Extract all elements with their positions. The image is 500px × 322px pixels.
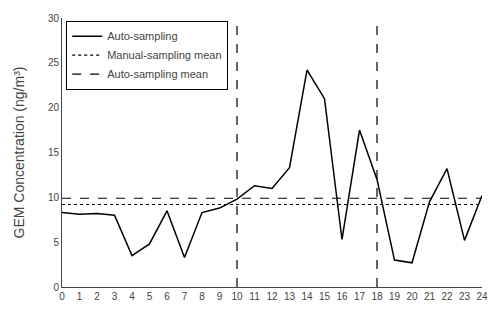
svg-text:Auto-sampling mean: Auto-sampling mean xyxy=(107,68,208,80)
svg-text:10: 10 xyxy=(48,192,60,203)
svg-text:5: 5 xyxy=(147,291,153,302)
svg-text:25: 25 xyxy=(48,57,60,68)
svg-text:9: 9 xyxy=(217,291,223,302)
svg-text:7: 7 xyxy=(182,291,188,302)
svg-text:13: 13 xyxy=(284,291,296,302)
svg-text:Manual-sampling mean: Manual-sampling mean xyxy=(107,49,221,61)
svg-text:8: 8 xyxy=(199,291,205,302)
svg-text:10: 10 xyxy=(231,291,243,302)
svg-text:0: 0 xyxy=(53,282,59,293)
svg-text:17: 17 xyxy=(354,291,366,302)
svg-text:16: 16 xyxy=(336,291,348,302)
svg-text:1: 1 xyxy=(77,291,83,302)
svg-text:21: 21 xyxy=(424,291,436,302)
svg-text:6: 6 xyxy=(164,291,170,302)
svg-text:0: 0 xyxy=(59,291,65,302)
svg-text:Auto-sampling: Auto-sampling xyxy=(107,30,177,42)
svg-text:4: 4 xyxy=(129,291,135,302)
svg-text:11: 11 xyxy=(249,291,260,302)
svg-text:18: 18 xyxy=(371,291,383,302)
svg-text:30: 30 xyxy=(48,13,60,24)
svg-text:19: 19 xyxy=(389,291,401,302)
svg-text:15: 15 xyxy=(319,291,331,302)
svg-text:GEM Concentration (ng/m³): GEM Concentration (ng/m³) xyxy=(11,67,27,239)
svg-text:3: 3 xyxy=(112,291,118,302)
svg-text:15: 15 xyxy=(48,147,60,158)
svg-text:14: 14 xyxy=(301,291,313,302)
svg-text:12: 12 xyxy=(266,291,278,302)
svg-text:20: 20 xyxy=(48,102,60,113)
svg-text:22: 22 xyxy=(441,291,453,302)
svg-text:23: 23 xyxy=(459,291,471,302)
svg-text:2: 2 xyxy=(94,291,100,302)
svg-text:5: 5 xyxy=(53,237,59,248)
svg-text:24: 24 xyxy=(476,291,488,302)
svg-text:20: 20 xyxy=(406,291,418,302)
